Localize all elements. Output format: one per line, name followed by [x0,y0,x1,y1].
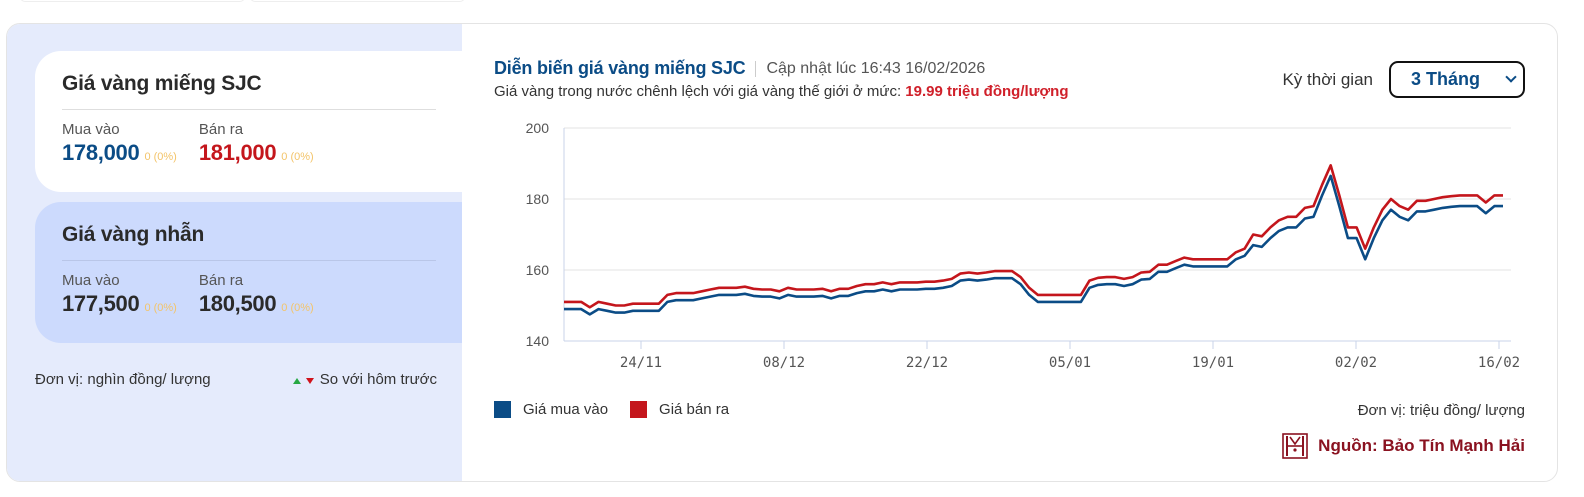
svg-text:140: 140 [526,333,550,349]
svg-text:16/02: 16/02 [1478,355,1520,371]
period-label: Kỳ thời gian [1282,69,1373,89]
chart-unit-label: Đơn vị: triệu đồng/ lượng [1357,402,1525,419]
svg-text:22/12: 22/12 [906,355,948,371]
down-triangle-icon [305,378,314,384]
title-divider [755,60,757,77]
buy-change: 0 (0%) [144,151,177,163]
sjc-bar-price-card[interactable]: Giá vàng miếng SJC Mua vào 178,000 0 (0%… [35,51,462,192]
svg-text:02/02: 02/02 [1335,355,1377,371]
top-tab-ghost [20,0,245,2]
period-selector: Kỳ thời gian 3 Tháng [1282,61,1525,98]
sell-price: Bán ra 181,000 0 (0%) [199,120,314,170]
legend-label-sell: Giá bán ra [659,401,730,418]
legend-sell[interactable]: Giá bán ra [630,401,729,418]
top-tab-ghost [250,0,465,2]
buy-change: 0 (0%) [144,302,177,314]
sell-value: 181,000 [198,140,277,165]
sell-price: Bán ra 180,500 0 (0%) [199,271,314,321]
unit-label: Đơn vị: nghìn đồng/ lượng [35,371,211,388]
svg-text:200: 200 [526,120,550,136]
updated-timestamp: Cập nhật lúc 16:43 16/02/2026 [766,59,986,77]
chart-legend: Giá mua vào Giá bán ra [494,401,751,418]
sell-label: Bán ra [198,121,244,138]
divider [62,109,436,110]
compare-legend: So với hôm trước [292,371,437,388]
card-title: Giá vàng miếng SJC [62,72,262,95]
svg-text:05/01: 05/01 [1049,355,1091,371]
gold-price-widget: Giá vàng miếng SJC Mua vào 178,000 0 (0%… [6,23,1558,482]
svg-text:160: 160 [526,262,550,278]
buy-label: Mua vào [62,121,120,138]
sell-change: 0 (0%) [281,302,314,314]
chart-panel: Diễn biến giá vàng miếng SJC Cập nhật lú… [462,24,1557,481]
buy-value: 178,000 [62,140,140,165]
buy-price: Mua vào 178,000 0 (0%) [62,120,177,170]
up-triangle-icon [292,378,301,384]
legend-swatch-sell [630,401,648,418]
source-credit[interactable]: Nguồn: Bảo Tín Mạnh Hải [1282,433,1525,459]
price-gap-value: 19.99 triệu đồng/lượng [905,83,1069,100]
chart-title: Diễn biến giá vàng miếng SJC [494,58,746,78]
ring-gold-price-card[interactable]: Giá vàng nhẫn Mua vào 177,500 0 (0%) Bán… [35,202,462,343]
price-line-chart[interactable]: 140 160 180 200 24/11 08/12 22/12 05/01 19/01 02/… [462,24,1558,482]
period-selected-value: 3 Tháng [1411,69,1481,89]
sell-label: Bán ra [198,272,244,289]
card-title: Giá vàng nhẫn [62,223,205,246]
price-gap-prefix: Giá vàng trong nước chênh lệch với giá v… [494,83,902,100]
price-summary-panel: Giá vàng miếng SJC Mua vào 178,000 0 (0%… [7,24,462,481]
svg-text:19/01: 19/01 [1192,355,1234,371]
sell-value: 180,500 [198,291,277,316]
source-text: Nguồn: Bảo Tín Mạnh Hải [1318,436,1525,455]
buy-value: 177,500 [62,291,140,316]
buy-price: Mua vào 177,500 0 (0%) [62,271,177,321]
svg-text:180: 180 [526,191,550,207]
svg-text:24/11: 24/11 [620,355,662,371]
buy-label: Mua vào [62,272,120,289]
period-dropdown[interactable]: 3 Tháng [1389,61,1525,98]
sell-change: 0 (0%) [281,151,314,163]
compare-label: So với hôm trước [319,371,437,388]
svg-text:08/12: 08/12 [763,355,805,371]
divider [62,260,436,261]
bao-tin-manh-hai-logo-icon [1282,433,1308,459]
price-gap-note: Giá vàng trong nước chênh lệch với giá v… [494,83,1069,100]
legend-buy[interactable]: Giá mua vào [494,401,608,418]
legend-label-buy: Giá mua vào [523,401,609,418]
legend-swatch-buy [494,401,511,418]
